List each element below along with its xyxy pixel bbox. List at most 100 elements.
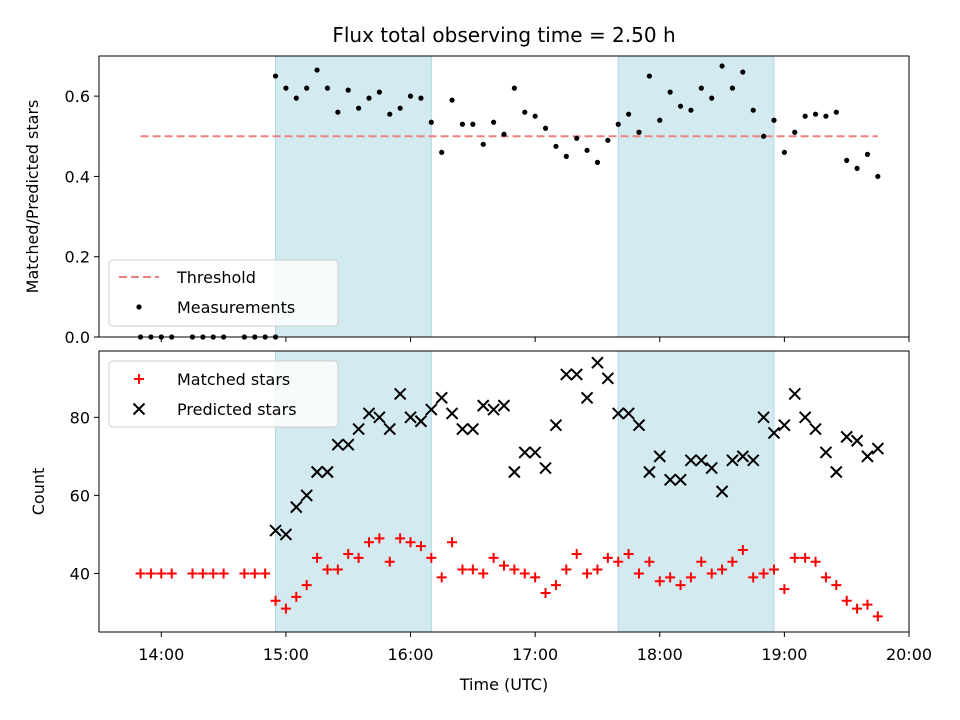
predicted-star-point (425, 403, 438, 416)
plot-frame (98, 55, 910, 338)
predicted-star-point (456, 422, 469, 436)
predicted-star-point (290, 500, 303, 514)
matched-star-point (343, 548, 354, 559)
matched-star-point (582, 568, 593, 579)
matched-star-point (166, 568, 177, 579)
matched-star-point (675, 580, 686, 591)
matched-star-point (685, 572, 696, 583)
measurement-point (823, 113, 829, 119)
matched-star-point (779, 584, 790, 595)
predicted-star-point (861, 450, 874, 463)
matched-star-point (395, 533, 406, 544)
matched-star-point (447, 537, 458, 548)
measurement-point (792, 129, 798, 135)
predicted-star-point (497, 399, 511, 412)
matched-star-point (706, 568, 717, 579)
predicted-star-point (414, 415, 428, 428)
measurement-point (761, 133, 767, 139)
measurement-point (304, 85, 310, 91)
measurement-point (636, 129, 642, 135)
legend-threshold-label: Threshold (176, 268, 256, 287)
measurement-point (729, 85, 736, 91)
measurement-point (532, 113, 538, 119)
matched-star-point (197, 568, 208, 579)
matched-star-point (322, 564, 333, 575)
ratio-panel: 0.0 0.2 0.4 0.6 Threshold Measurements (65, 55, 910, 347)
legend-box (108, 259, 339, 327)
predicted-star-point (715, 485, 729, 498)
matched-star-point (602, 552, 613, 563)
predicted-star-point (580, 391, 594, 405)
matched-star-point (571, 548, 582, 559)
shaded-interval (617, 350, 775, 633)
measurement-point (439, 149, 445, 155)
measurement-point (511, 85, 517, 91)
measurement-point (345, 87, 351, 93)
matched-star-point (634, 568, 644, 579)
x-tick-label: 15:00 (263, 645, 309, 664)
measurement-point (584, 147, 590, 153)
predicted-star-point (663, 473, 677, 486)
legend-measurements-swatch (136, 304, 142, 310)
measurement-point (491, 119, 497, 125)
y-tick-label: 40 (70, 564, 90, 583)
measurement-point (864, 151, 871, 157)
count-panel: 40 60 80 14:00 15:00 16:00 17:00 18:00 19:00 20:0… (70, 350, 932, 664)
measurement-point (272, 73, 279, 79)
matched-star-point (467, 564, 478, 575)
matched-star-point (654, 576, 665, 587)
predicted-star-point (819, 446, 833, 459)
matched-star-point (550, 580, 561, 591)
measurement-point (470, 121, 476, 127)
predicted-star-point (622, 407, 635, 420)
predicted-star-point (840, 430, 853, 444)
matched-star-point (260, 568, 271, 579)
measurement-point (750, 107, 756, 113)
time-x-axis-label: Time (UTC) (459, 675, 548, 694)
x-tick-label: 18:00 (637, 645, 683, 664)
measurement-point (833, 109, 839, 115)
matched-star-point (696, 556, 707, 567)
measurement-point (709, 95, 715, 101)
predicted-star-point (373, 411, 386, 424)
measurement-point (293, 95, 299, 101)
measurement-point (542, 125, 549, 131)
matched-star-point (436, 572, 447, 583)
predicted-star-point (539, 461, 552, 475)
predicted-star-point (300, 489, 313, 502)
matched-star-point (353, 552, 364, 563)
matched-star-point (364, 537, 374, 548)
measurement-point (875, 173, 881, 180)
matched-star-point (384, 556, 395, 567)
measurement-point (335, 109, 341, 115)
measurement-point (740, 69, 746, 75)
measurement-point (356, 105, 362, 111)
matched-star-point (478, 568, 489, 579)
predicted-star-point (466, 422, 480, 436)
measurement-point (563, 153, 569, 159)
matched-star-point (820, 572, 831, 583)
predicted-star-point (591, 356, 604, 369)
measurement-point (324, 85, 331, 91)
matched-star-point (758, 568, 769, 579)
matched-star-point (665, 572, 676, 583)
y-tick-label: 60 (70, 486, 90, 505)
measurement-point (698, 85, 704, 91)
predicted-star-point (508, 465, 521, 479)
predicted-star-point (757, 411, 770, 424)
ratio-y-axis-label: Matched/Predicted stars (23, 100, 42, 294)
matched-star-point (499, 560, 509, 571)
predicted-star-point (798, 411, 812, 424)
measurement-point (407, 93, 414, 99)
legend-matched-swatch (134, 374, 144, 384)
matched-star-point (270, 595, 281, 606)
predicted-star-point (549, 418, 563, 432)
measurement-point (657, 117, 663, 123)
legend-predicted-label: Predicted stars (177, 400, 297, 419)
matched-star-point (831, 580, 842, 591)
measurement-point (501, 131, 507, 137)
measurement-point (522, 109, 528, 115)
plot-frame (98, 350, 910, 633)
matched-star-point (769, 564, 779, 575)
